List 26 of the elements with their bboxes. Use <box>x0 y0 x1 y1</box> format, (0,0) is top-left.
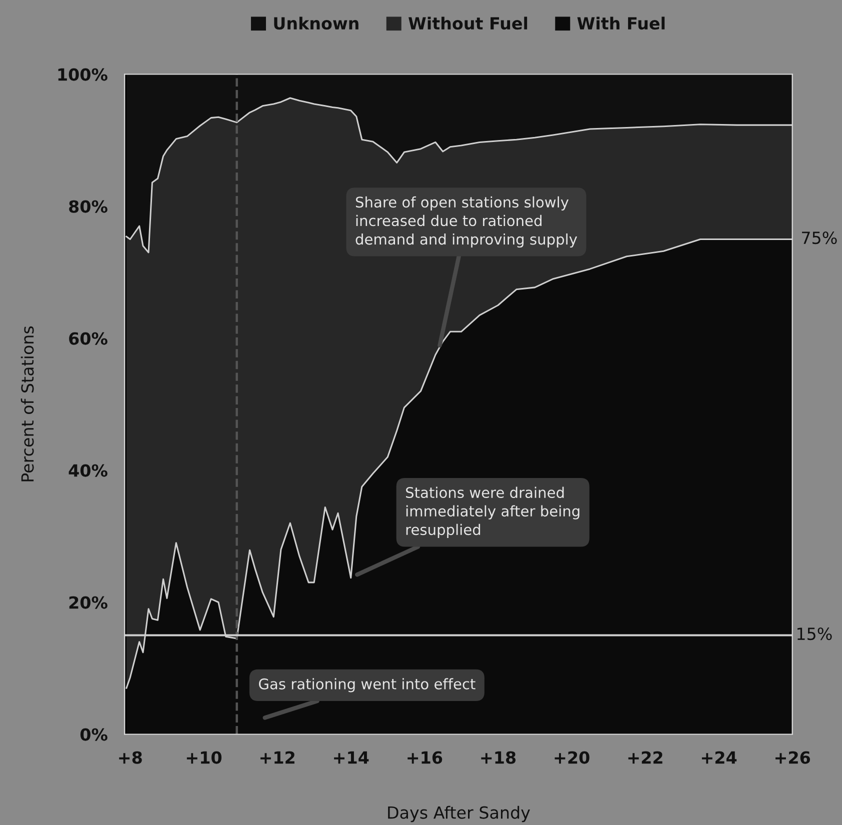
legend-label: Unknown <box>274 16 358 30</box>
x-tick-label: +26 <box>776 751 810 764</box>
x-tick-label: +16 <box>408 751 442 764</box>
annotation: Share of open stations slowly increased due to rationed demand and improving supply <box>356 196 578 248</box>
x-tick-label: +18 <box>481 751 516 764</box>
y-tick-label: 20% <box>69 596 108 609</box>
y-tick-label: 60% <box>69 332 108 345</box>
x-tick-label: +8 <box>119 751 142 764</box>
y-tick-label: 40% <box>68 464 108 477</box>
x-axis-title: Days After Sandy <box>388 806 530 822</box>
y-tick-label: 80% <box>69 200 108 213</box>
legend-label: Without Fuel <box>408 16 528 30</box>
y-axis-title: Percent of Stations <box>20 326 34 482</box>
y-tick-label: 0% <box>80 728 108 741</box>
annotation: 75% <box>802 231 837 244</box>
x-tick-label: +24 <box>702 751 737 764</box>
x-tick-label: +22 <box>628 751 662 764</box>
ref-line-label: 15% <box>797 627 832 640</box>
annotation: Gas rationing went into effect <box>258 678 476 692</box>
annotation: Stations were drained immediately after being resupplied <box>406 486 580 538</box>
x-tick-label: +10 <box>186 751 222 764</box>
x-tick-label: +20 <box>554 751 590 764</box>
x-tick-label: +12 <box>260 751 294 764</box>
legend-label: With Fuel <box>577 16 665 30</box>
y-tick-label: 100% <box>58 68 108 81</box>
x-tick-label: +14 <box>334 751 369 764</box>
